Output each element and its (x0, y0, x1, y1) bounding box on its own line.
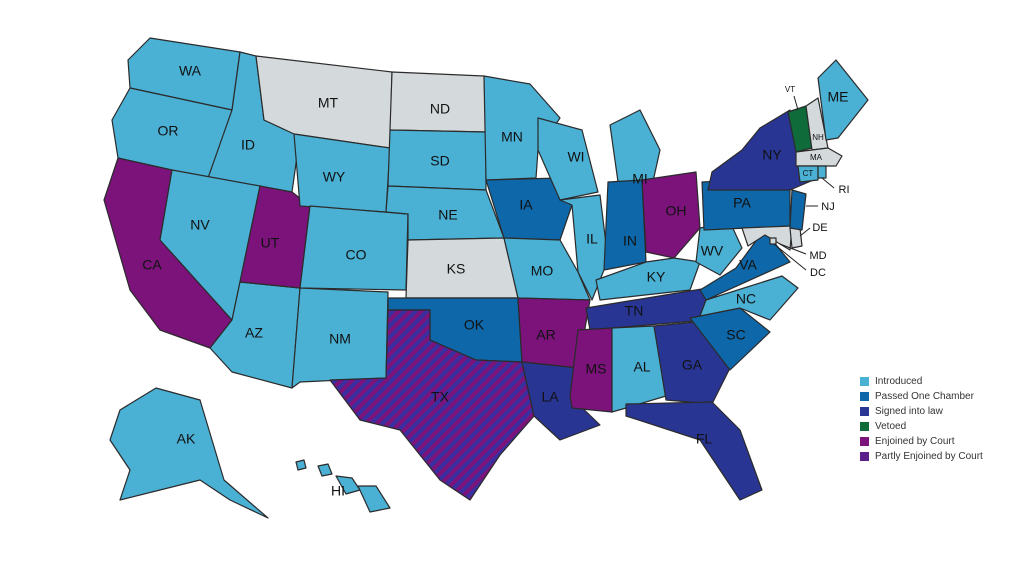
state-ia[interactable] (485, 177, 573, 241)
label-ks: KS (447, 261, 466, 277)
leader-vt (793, 95, 799, 111)
label-ne: NE (438, 207, 457, 223)
label-mi: MI (632, 171, 648, 187)
label-hi: HI (331, 483, 345, 499)
label-vt: VT (785, 85, 795, 94)
label-nh: NH (812, 133, 824, 142)
leader-dc (773, 243, 807, 271)
label-ok: OK (464, 317, 485, 333)
state-hi[interactable] (295, 459, 307, 471)
label-sc: SC (726, 327, 745, 343)
legend: Introduced Passed One Chamber Signed into … (860, 376, 1020, 466)
label-az: AZ (245, 325, 263, 341)
leader-ri (821, 177, 835, 189)
legend-label: Introduced (875, 376, 923, 387)
label-tn: TN (625, 303, 644, 319)
label-la: LA (541, 389, 559, 405)
label-tx: TX (431, 389, 450, 405)
legend-swatch (860, 452, 869, 461)
state-al[interactable] (611, 325, 667, 413)
label-va: VA (739, 257, 757, 273)
state-wi[interactable] (537, 117, 599, 201)
label-md: MD (809, 250, 826, 262)
state-ak[interactable] (109, 387, 269, 519)
legend-item: Signed into law (860, 406, 1020, 418)
label-mo: MO (531, 263, 554, 279)
label-dc: DC (810, 267, 826, 279)
state-ri[interactable] (817, 165, 827, 179)
legend-item: Introduced (860, 376, 1020, 388)
legend-swatch (860, 422, 869, 431)
label-nd: ND (430, 101, 450, 117)
label-nm: NM (329, 331, 351, 347)
state-me[interactable] (817, 59, 869, 141)
state-hi-island2[interactable] (317, 463, 333, 477)
legend-label: Partly Enjoined by Court (875, 451, 983, 462)
label-oh: OH (666, 203, 687, 219)
state-in[interactable] (603, 179, 647, 271)
state-fl[interactable] (625, 401, 763, 501)
label-ut: UT (261, 235, 280, 251)
legend-swatch (860, 437, 869, 446)
leader-de (799, 227, 811, 237)
state-dc[interactable] (769, 237, 777, 245)
state-ct[interactable] (797, 165, 819, 183)
label-al: AL (633, 359, 650, 375)
label-ri: RI (839, 184, 850, 196)
state-nj[interactable] (789, 189, 807, 231)
state-ms[interactable] (569, 327, 613, 413)
state-tx[interactable] (329, 309, 535, 501)
label-ak: AK (177, 431, 196, 447)
label-or: OR (158, 123, 179, 139)
legend-swatch (860, 392, 869, 401)
legend-item: Passed One Chamber (860, 391, 1020, 403)
label-il: IL (586, 231, 598, 247)
state-md[interactable] (741, 225, 793, 251)
legend-swatch (860, 377, 869, 386)
legend-label: Vetoed (875, 421, 907, 432)
state-ma[interactable] (795, 147, 843, 167)
label-nc: NC (736, 291, 756, 307)
label-in: IN (623, 233, 637, 249)
leader-md (779, 243, 807, 255)
state-il[interactable] (559, 194, 609, 301)
label-ma: MA (810, 153, 823, 162)
label-pa: PA (733, 195, 751, 211)
label-de: DE (812, 222, 827, 234)
legend-item: Partly Enjoined by Court (860, 451, 1020, 463)
label-ia: IA (519, 197, 533, 213)
label-wy: WY (323, 169, 346, 185)
label-sd: SD (430, 153, 449, 169)
legend-item: Enjoined by Court (860, 436, 1020, 448)
state-de[interactable] (789, 227, 803, 249)
label-me: ME (828, 89, 849, 105)
label-fl: FL (696, 431, 713, 447)
state-hi-island4[interactable] (357, 485, 391, 513)
legend-label: Passed One Chamber (875, 391, 974, 402)
label-ga: GA (682, 357, 703, 373)
label-mt: MT (318, 95, 339, 111)
legend-label: Signed into law (875, 406, 943, 417)
state-mo[interactable] (503, 237, 591, 301)
label-id: ID (241, 137, 255, 153)
label-wv: WV (701, 243, 724, 259)
legend-swatch (860, 407, 869, 416)
label-nv: NV (190, 217, 210, 233)
label-co: CO (346, 247, 367, 263)
legend-label: Enjoined by Court (875, 436, 955, 447)
label-ky: KY (647, 269, 666, 285)
label-ny: NY (762, 147, 782, 163)
state-oh[interactable] (641, 171, 701, 259)
label-wi: WI (567, 149, 584, 165)
legend-item: Vetoed (860, 421, 1020, 433)
label-ar: AR (536, 327, 555, 343)
label-ct: CT (803, 169, 814, 178)
label-mn: MN (501, 129, 523, 145)
label-ms: MS (586, 361, 607, 377)
label-ca: CA (142, 257, 162, 273)
label-wa: WA (179, 63, 202, 79)
label-nj: NJ (821, 201, 834, 213)
